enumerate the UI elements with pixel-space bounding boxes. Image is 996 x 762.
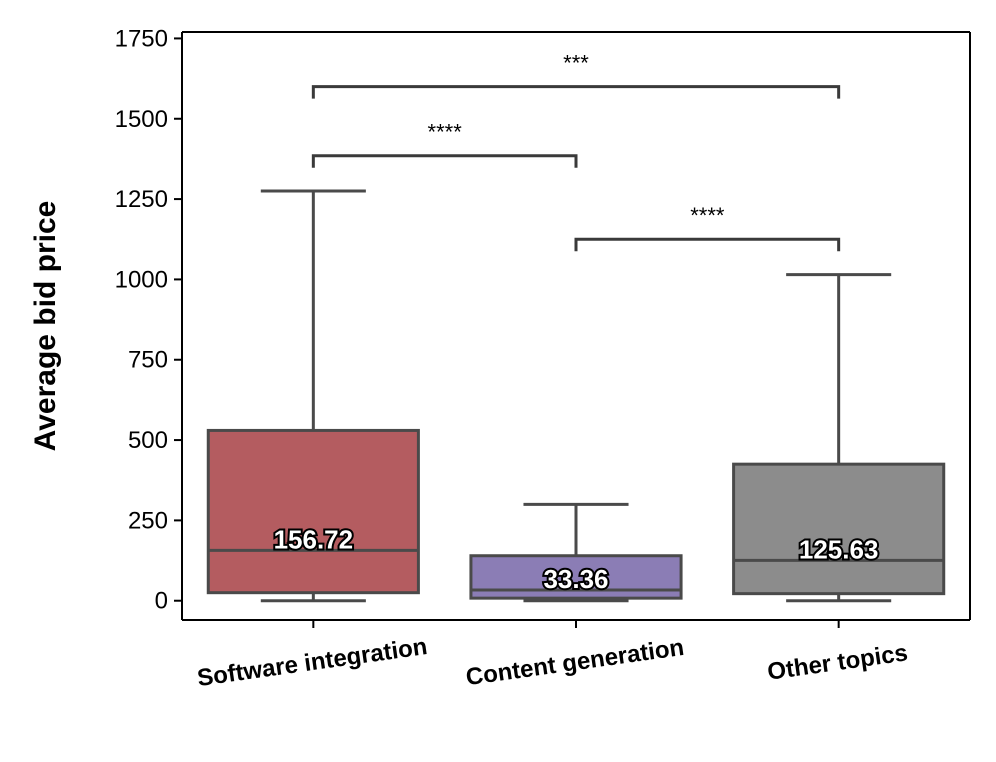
median-label: 125.63 — [799, 534, 879, 564]
significance-bracket: **** — [311, 120, 578, 168]
box-3: 125.63 — [732, 273, 946, 603]
significance-label: **** — [690, 203, 725, 228]
x-tick-label: Content generation — [464, 634, 686, 691]
y-tick-label: 500 — [128, 427, 168, 454]
box-body — [732, 462, 946, 596]
median-label: 33.36 — [543, 564, 608, 594]
median-label: 156.72 — [274, 524, 354, 554]
y-tick-label: 750 — [128, 347, 168, 374]
x-tick-label: Other topics — [766, 639, 910, 685]
significance-bracket: *** — [311, 51, 841, 99]
y-tick-label: 250 — [128, 507, 168, 534]
x-tick-label: Software integration — [196, 633, 430, 692]
y-tick-label: 1750 — [115, 25, 168, 52]
bracket-line — [311, 154, 578, 168]
box-2: 33.36 — [469, 502, 683, 603]
y-axis-title: Average bid price — [29, 201, 62, 452]
significance-label: *** — [563, 51, 589, 76]
bracket-line — [574, 237, 841, 252]
box-body — [206, 428, 420, 595]
box-1: 156.72 — [206, 189, 420, 603]
y-tick-label: 1000 — [115, 266, 168, 293]
y-tick-label: 1500 — [115, 106, 168, 133]
y-tick-label: 1250 — [115, 186, 168, 213]
significance-label: **** — [428, 120, 463, 145]
significance-bracket: **** — [574, 203, 841, 252]
y-tick-label: 0 — [155, 588, 168, 615]
bracket-line — [311, 85, 841, 99]
